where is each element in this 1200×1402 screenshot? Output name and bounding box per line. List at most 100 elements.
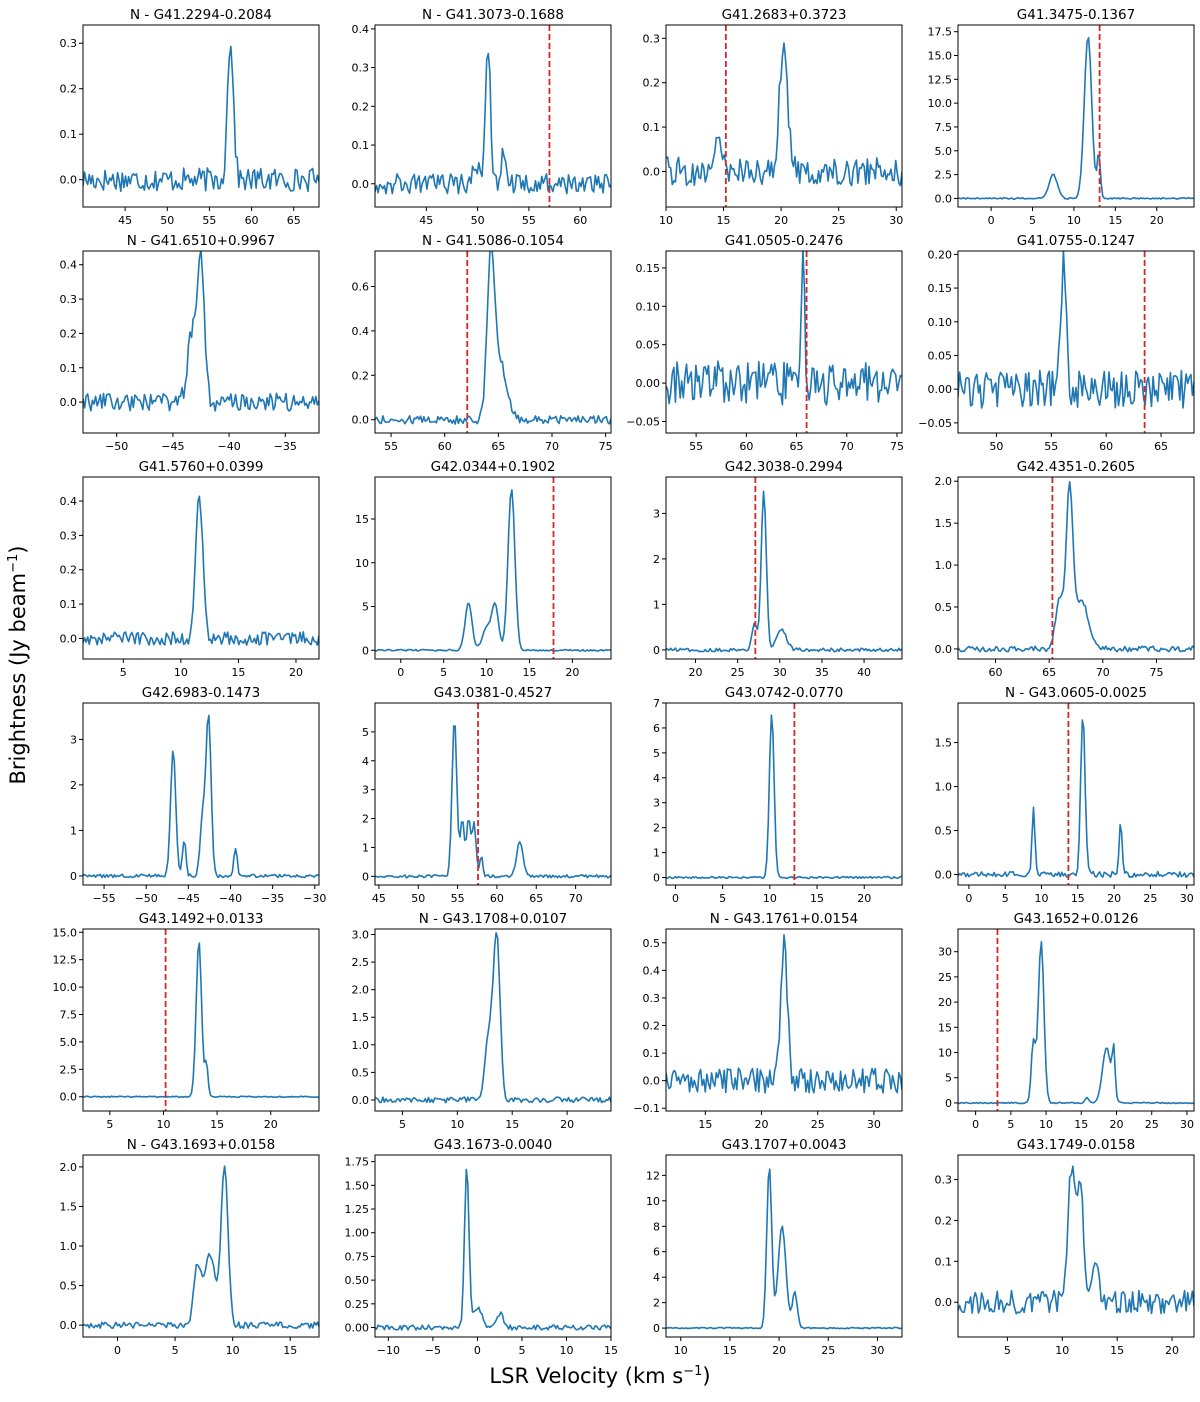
x-tick-label: 10 [1055,1344,1069,1357]
x-tick-label: 15 [210,1118,224,1131]
panel-title: G42.6983-0.1473 [142,685,260,701]
x-tick-label: 10 [450,1118,464,1131]
spectrum-panel: G42.6983-0.1473 −55 −50 −45 −40 −35 −30 0 1 2 3 [70,685,326,905]
y-tick-label: 3 [70,733,77,746]
x-tick-label: 70 [545,440,559,453]
y-tick-label: −0.05 [626,415,660,428]
y-tick-label: 0 [362,870,369,883]
spectrum-panel: N - G41.5086-0.1054 55 60 65 70 75 0.0 0.2 0.4 0.… [352,233,613,453]
x-tick-label: 40 [857,666,871,679]
spectrum-panel: N - G41.2294-0.2084 45 50 55 60 65 0.0 0.1 0.2 0.… [60,7,320,227]
x-tick-label: 55 [384,440,398,453]
panel-title: G43.1492+0.0133 [139,911,264,927]
x-tick-label: 25 [811,1118,825,1131]
y-tick-label: 0.4 [352,23,370,36]
x-tick-label: 25 [832,214,846,227]
y-tick-label: 2.0 [935,475,953,488]
y-tick-label: 0.1 [352,139,370,152]
y-tick-label: 10 [646,1195,660,1208]
x-tick-label: 25 [821,1344,835,1357]
plot-frame [665,928,903,1112]
y-tick-label: 1.0 [935,781,953,794]
y-tick-label: 1.5 [352,1011,370,1024]
y-tick-label: 12.5 [928,73,953,86]
plot-frame [957,1154,1195,1338]
spectrum-panel: G41.0505-0.2476 55 60 65 70 75 −0.05 0.00 0.05 0.… [626,233,904,453]
y-tick-label: 1.5 [935,517,953,530]
x-tick-label: 15 [505,1118,519,1131]
y-tick-label: 0.05 [928,349,953,362]
x-tick-label: −40 [219,892,242,905]
panel-title: N - G41.6510+0.9967 [127,233,275,249]
plot-frame [957,250,1195,434]
x-tick-label: 5 [399,1118,406,1131]
x-tick-label: −35 [274,440,297,453]
y-tick-label: 0.4 [60,495,78,508]
x-tick-label: 20 [565,666,579,679]
x-tick-label: 65 [790,440,804,453]
y-tick-label: 0.0 [60,632,78,645]
x-tick-label: 15 [717,214,731,227]
y-tick-label: 0.2 [643,77,661,90]
x-tick-label: 25 [1143,892,1157,905]
panel-title: G41.3475-0.1367 [1017,7,1135,23]
y-tick-label: 0.00 [636,377,661,390]
x-axis-label: LSR Velocity (km s−1) [489,1364,711,1388]
x-tick-label: 15 [1071,892,1085,905]
x-tick-label: 10 [763,892,777,905]
x-tick-label: 65 [1042,666,1056,679]
plot-frame [957,702,1195,886]
y-tick-label: 0.15 [928,282,953,295]
x-tick-label: 60 [490,892,504,905]
y-tick-label: 1 [653,598,660,611]
x-tick-label: 45 [118,214,132,227]
x-tick-label: 20 [560,1118,574,1131]
panel-title: N - G43.0605-0.0025 [1005,685,1147,701]
x-tick-label: 15 [1074,1118,1088,1131]
x-tick-label: 15 [283,1344,297,1357]
x-tick-label: 0 [988,214,995,227]
x-tick-label: 70 [840,440,854,453]
y-tick-label: 4 [362,755,369,768]
spectrum-line [375,725,611,879]
y-tick-label: 0.10 [928,316,953,329]
spectrum-panel: G43.1652+0.0126 0 5 10 15 20 25 30 0 5 10 15 20 25 30 [938,911,1195,1131]
panel-title: N - G43.1693+0.0158 [127,1137,275,1153]
x-tick-label: 70 [1096,666,1110,679]
panel-title: G41.5760+0.0399 [139,459,264,475]
y-tick-label: 0.3 [935,1174,953,1187]
x-tick-label: 10 [156,1118,170,1131]
spectrum-line [666,490,902,653]
y-tick-label: 1 [70,824,77,837]
x-tick-label: 15 [1108,214,1122,227]
y-tick-label: 2.0 [60,1161,78,1174]
y-tick-label: 0.2 [60,83,78,96]
plot-frame [957,24,1195,208]
y-tick-label: 0.1 [643,1047,661,1060]
spectrum-line [666,42,902,187]
panel-title: N - G43.1761+0.0154 [710,911,858,927]
y-tick-label: 10.0 [53,981,78,994]
y-tick-label: 0.2 [352,100,370,113]
spectrum-line [666,1168,902,1330]
y-tick-label: 3.0 [352,929,370,942]
y-tick-label: 0.0 [352,414,370,427]
y-tick-label: 5 [362,726,369,739]
spectrum-panel: N - G43.0605-0.0025 0 5 10 15 20 25 30 0.0 0.5 1.0… [935,685,1195,905]
x-tick-label: 10 [659,214,673,227]
x-tick-label: 45 [419,214,433,227]
x-tick-label: −5 [425,1344,441,1357]
y-tick-label: 0.3 [643,32,661,45]
spectrum-line [375,251,611,425]
y-tick-label: 15.0 [928,49,953,62]
y-tick-label: 5 [362,601,369,614]
x-tick-label: 0 [474,1344,481,1357]
y-tick-label: 0.25 [345,1298,370,1311]
y-tick-label: 0.20 [928,248,953,261]
y-tick-label: 8 [653,1220,660,1233]
x-tick-label: 5 [719,892,726,905]
y-tick-label: 0.00 [928,383,953,396]
plot-frame [82,928,320,1112]
y-tick-label: 0.4 [352,325,370,338]
